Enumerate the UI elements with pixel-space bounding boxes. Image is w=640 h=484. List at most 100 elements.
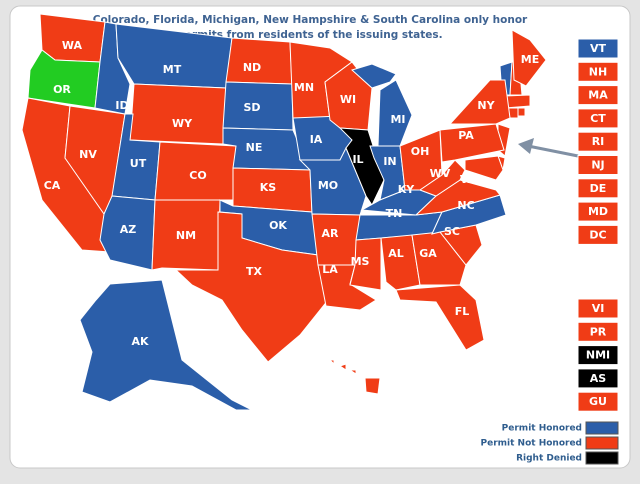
state-label: IL	[352, 153, 363, 166]
state-box	[577, 178, 619, 199]
state-label: KY	[398, 183, 416, 196]
state-label: VA	[460, 173, 477, 186]
state-box	[577, 108, 619, 129]
state-box	[577, 368, 619, 389]
state-shape	[151, 199, 221, 271]
small-state-shape	[464, 155, 504, 181]
legend-label: Permit Not Honored	[481, 439, 582, 449]
state-label: AR	[322, 227, 340, 240]
state-label: IA	[310, 133, 323, 146]
state-shape	[511, 29, 547, 87]
state-label: ME	[521, 53, 539, 66]
state-box-label: RI	[592, 135, 605, 148]
state-label: TN	[386, 207, 403, 220]
state-label: AL	[388, 247, 404, 260]
state-label: WV	[430, 167, 451, 180]
state-shape	[348, 369, 357, 375]
state-shape	[351, 63, 397, 89]
state-label: OR	[53, 83, 71, 96]
state-box	[577, 345, 619, 366]
state-label: UT	[130, 157, 147, 170]
state-box	[577, 321, 619, 342]
state-label: GA	[419, 247, 437, 260]
state-label: MS	[351, 255, 370, 268]
state-shape	[328, 359, 335, 366]
state-label: AK	[131, 335, 149, 348]
state-shape	[448, 79, 511, 125]
state-box-label: CT	[590, 112, 606, 125]
state-box-label: DE	[590, 182, 607, 195]
legend-swatch	[585, 436, 619, 450]
state-box-label: VT	[590, 42, 607, 55]
state-shape	[349, 237, 382, 291]
state-box	[577, 85, 619, 106]
state-label: SC	[444, 225, 460, 238]
state-shape	[395, 284, 485, 351]
state-label: KS	[260, 181, 277, 194]
state-box-label: NH	[589, 65, 607, 78]
legend-label: Permit Honored	[502, 424, 582, 434]
legend-swatch	[585, 451, 619, 465]
state-box	[577, 131, 619, 152]
state-label: NM	[176, 229, 196, 242]
state-box-label: GU	[589, 395, 607, 408]
state-label: OK	[269, 219, 287, 232]
state-shape	[338, 363, 347, 371]
state-shape	[129, 83, 227, 145]
state-label: SD	[243, 101, 260, 114]
state-box	[577, 38, 619, 59]
state-box	[577, 201, 619, 222]
state-label: NE	[246, 141, 263, 154]
state-shape	[298, 146, 367, 216]
state-shape	[174, 211, 329, 363]
state-label: NV	[79, 148, 97, 161]
state-label: MI	[390, 113, 405, 126]
state-shape	[39, 13, 106, 63]
state-box-label: AS	[590, 372, 607, 385]
state-label: LA	[322, 263, 338, 276]
state-label: OH	[411, 145, 430, 158]
title-line: Colorado, Florida, Michigan, New Hampshi…	[93, 14, 528, 26]
arrow	[518, 138, 579, 158]
state-shape	[380, 234, 421, 291]
state-label: CA	[44, 179, 61, 192]
state-box	[577, 298, 619, 319]
legend-swatch	[585, 421, 619, 435]
state-label: HI	[381, 379, 394, 392]
state-box	[577, 61, 619, 82]
state-label: PA	[458, 129, 474, 142]
state-label: FL	[455, 305, 470, 318]
state-shape	[377, 79, 413, 147]
state-label: MO	[318, 179, 338, 192]
state-box-label: VI	[592, 302, 605, 315]
state-label: NC	[457, 199, 474, 212]
state-label: ND	[243, 61, 261, 74]
state-box-label: DC	[589, 228, 606, 241]
state-label: WI	[340, 93, 356, 106]
state-label: TX	[246, 265, 263, 278]
state-label: WA	[62, 39, 83, 52]
state-box-label: MD	[588, 205, 608, 218]
state-shape	[439, 123, 505, 163]
legend-label: Right Denied	[516, 454, 582, 464]
state-label: WY	[172, 117, 193, 130]
state-label: NY	[477, 99, 495, 112]
state-shape	[79, 279, 253, 411]
state-label: MT	[163, 63, 182, 76]
small-state-shape	[517, 107, 526, 117]
state-label: AZ	[120, 223, 137, 236]
state-label: ID	[115, 99, 128, 112]
state-shape	[364, 377, 381, 395]
state-label: IN	[383, 155, 396, 168]
state-box-label: NJ	[591, 159, 604, 172]
state-box	[577, 391, 619, 412]
state-box-label: PR	[590, 325, 607, 338]
title-line: permits from residents of the issuing st…	[177, 29, 442, 41]
state-box-label: MA	[588, 89, 608, 102]
state-box	[577, 224, 619, 245]
state-box	[577, 155, 619, 175]
state-shape	[418, 159, 466, 197]
state-label: CO	[189, 169, 206, 182]
